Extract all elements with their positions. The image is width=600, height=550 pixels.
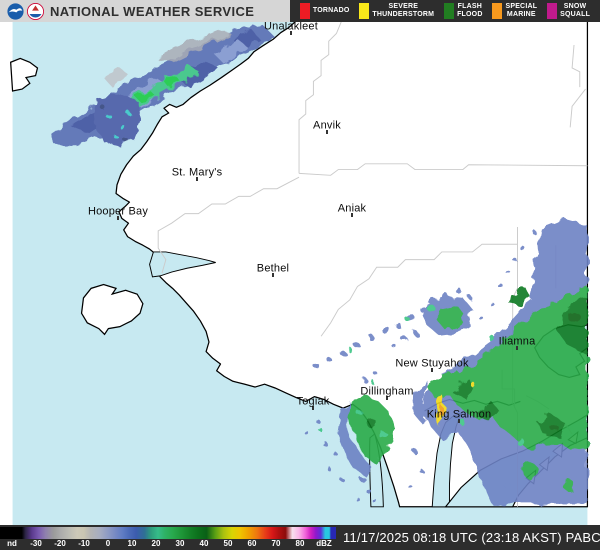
radar-echoes bbox=[50, 25, 588, 504]
city-marker bbox=[431, 368, 433, 372]
warning-color-swatch bbox=[492, 3, 503, 19]
city-marker bbox=[196, 177, 198, 181]
radar-cluster-togiak bbox=[305, 370, 425, 503]
colorbar-tick-labels: nd -30 -20 -10 0 10 20 30 40 50 60 70 80 dBZ bbox=[0, 539, 336, 550]
city-marker bbox=[516, 346, 518, 350]
warning-color-swatch bbox=[359, 3, 370, 19]
city-label-dillingham: Dillingham bbox=[360, 385, 414, 398]
radar-band-northwest bbox=[50, 25, 274, 147]
warning-color-swatch bbox=[547, 3, 558, 19]
city-label-unalakleet: Unalakleet bbox=[264, 22, 318, 33]
warning-color-swatch bbox=[299, 3, 310, 19]
city-marker bbox=[386, 396, 388, 400]
colorbar-tick: -20 bbox=[54, 539, 66, 548]
city-label-anvik: Anvik bbox=[313, 119, 341, 132]
status-bar: nd -30 -20 -10 0 10 20 30 40 50 60 70 80 dBZ 11/17/20… bbox=[0, 525, 600, 550]
warning-label: SNOW SQUALL bbox=[560, 2, 591, 18]
colorbar-tick: -30 bbox=[30, 539, 42, 548]
colorbar-tick: 80 bbox=[295, 539, 305, 548]
kuskokwim-estuary bbox=[149, 251, 216, 278]
city-label-aniak: Aniak bbox=[337, 202, 367, 215]
colorbar-tick: -10 bbox=[78, 539, 90, 548]
colorbar-tick: 60 bbox=[247, 539, 257, 548]
colorbar-tick: 10 bbox=[127, 539, 137, 548]
colorbar-tick: 50 bbox=[223, 539, 233, 548]
city-label-togiak: Togiak bbox=[296, 395, 330, 408]
warning-legend-item-snow: SNOW SQUALL bbox=[547, 3, 590, 19]
city-label-new-stuyahok: New Stuyahok bbox=[395, 357, 469, 370]
warning-legend-item-special: SPECIAL MARINE bbox=[492, 3, 537, 19]
city-marker bbox=[312, 406, 314, 410]
timestamp: 11/17/2025 08:18 UTC (23:18 AKST) PABC bbox=[343, 530, 600, 545]
agency-title: NATIONAL WEATHER SERVICE bbox=[50, 3, 255, 19]
logo-group bbox=[7, 2, 44, 20]
warning-legend: TORNADO SEVERE THUNDERSTORM FLASH FLOOD SPECI… bbox=[290, 0, 600, 22]
radar-map[interactable]: Unalakleet Anvik St. Mary's Hooper Bay Aniak… bbox=[0, 22, 600, 525]
noaa-logo bbox=[7, 2, 24, 20]
city-label-king-salmon: King Salmon bbox=[426, 408, 492, 421]
city-label-hooper-bay: Hooper Bay bbox=[87, 205, 149, 218]
city-marker bbox=[351, 213, 353, 217]
warning-label: FLASH FLOOD bbox=[457, 2, 483, 18]
warning-legend-item-tornado: TORNADO bbox=[299, 3, 350, 19]
city-marker bbox=[290, 31, 292, 35]
warning-legend-item-flash: FLASH FLOOD bbox=[444, 3, 483, 19]
colorbar-tick: nd bbox=[7, 539, 17, 548]
warning-label: TORNADO bbox=[312, 6, 350, 14]
city-marker bbox=[326, 130, 328, 134]
warning-legend-item-severe: SEVERE THUNDERSTORM bbox=[359, 3, 434, 19]
city-label-bethel: Bethel bbox=[256, 262, 290, 275]
warning-label: SPECIAL MARINE bbox=[505, 2, 538, 18]
warning-label: SEVERE THUNDERSTORM bbox=[372, 2, 435, 18]
colorbar-tick: 70 bbox=[271, 539, 281, 548]
warning-color-swatch bbox=[444, 3, 455, 19]
radar-mass-east bbox=[411, 219, 588, 504]
city-marker bbox=[458, 419, 460, 423]
island-st-lawrence-tip bbox=[10, 57, 39, 92]
city-label-iliamna: Iliamna bbox=[498, 335, 536, 348]
reflectivity-colorbar bbox=[0, 527, 336, 539]
colorbar-tick: 30 bbox=[175, 539, 185, 548]
city-marker bbox=[117, 216, 119, 220]
island-nunivak bbox=[80, 283, 144, 336]
colorbar-tick: 40 bbox=[199, 539, 209, 548]
city-marker bbox=[272, 273, 274, 277]
basemap-svg bbox=[10, 22, 589, 525]
radar-chain-central bbox=[314, 287, 473, 370]
city-label-st-mary-s: St. Mary's bbox=[171, 166, 223, 179]
colorbar-tick: dBZ bbox=[316, 539, 332, 548]
nws-logo bbox=[27, 2, 44, 20]
colorbar-tick: 20 bbox=[151, 539, 161, 548]
colorbar-tick: 0 bbox=[105, 539, 111, 548]
